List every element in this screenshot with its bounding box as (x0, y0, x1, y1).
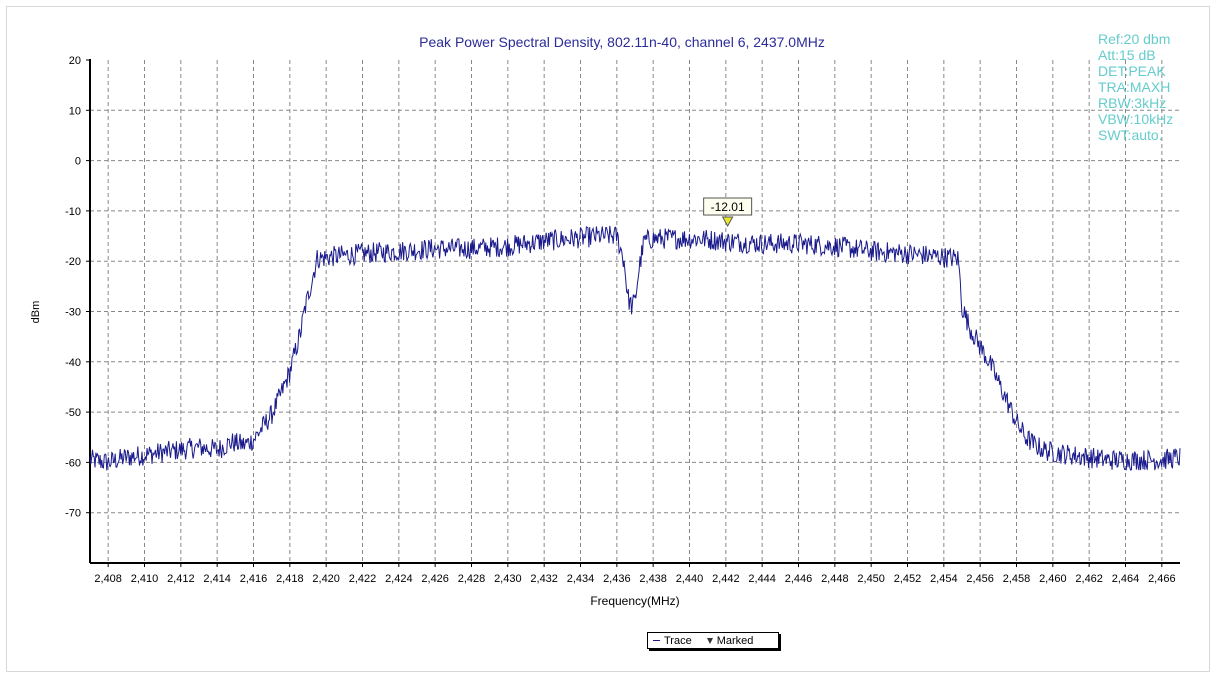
legend-label-trace: Trace (664, 634, 692, 647)
chart-title: Peak Power Spectral Density, 802.11n-40,… (419, 34, 825, 50)
setting-line: RBW:3kHz (1098, 95, 1167, 111)
marker-label: -12.01 (711, 200, 745, 214)
x-tick-label: 2,454 (930, 573, 958, 585)
x-tick-label: 2,434 (567, 573, 595, 585)
marker-label-box (703, 197, 753, 216)
y-tick-label: -60 (65, 457, 81, 469)
x-tick-label: 2,414 (203, 573, 231, 585)
setting-line: Att:15 dB (1098, 47, 1156, 63)
marker: -12.01 (703, 197, 753, 228)
x-tick-label: 2,458 (1003, 573, 1031, 585)
x-axis-label: Frequency(MHz) (590, 594, 679, 608)
setting-line: VBW:10kHz (1098, 111, 1174, 127)
x-tick-label: 2,416 (240, 573, 268, 585)
x-tick-label: 2,462 (1075, 573, 1103, 585)
x-tick-label: 2,464 (1112, 573, 1140, 585)
x-tick-label: 2,408 (94, 573, 122, 585)
setting-line: SWT:auto. (1098, 127, 1163, 143)
series-layer (89, 225, 1181, 471)
y-tick-labels: 20 10 0 -10 -20 -30 -40 -50 -60 -70 (65, 55, 81, 520)
x-tick-label: 2,410 (131, 573, 159, 585)
trace-swatch (653, 640, 660, 641)
x-tick-label: 2,432 (530, 573, 558, 585)
x-tick-label: 2,456 (966, 573, 994, 585)
x-tick-label: 2,422 (349, 573, 377, 585)
x-tick-label: 2,450 (857, 573, 885, 585)
y-tick-label: -50 (65, 407, 81, 419)
x-tick-label: 2,438 (639, 573, 667, 585)
y-tick-label: -30 (65, 307, 81, 319)
marker-triangle (721, 216, 734, 228)
legend-item-trace: Trace (653, 635, 692, 647)
x-tick-label: 2,452 (894, 573, 922, 585)
y-tick-label: 20 (69, 55, 81, 67)
chart-frame (6, 6, 1210, 672)
grid (90, 60, 1180, 563)
y-tick-label: -70 (65, 508, 81, 520)
y-tick-label: -10 (65, 206, 81, 218)
x-tick-label: 2,424 (385, 573, 413, 585)
setting-line: TRA:MAXH (1098, 79, 1171, 95)
y-tick-label: -40 (65, 357, 81, 369)
axes (86, 59, 1180, 567)
x-tick-label: 2,412 (167, 573, 195, 585)
legend-item-marked: Marked (697, 634, 754, 647)
x-tick-label: 2,460 (1039, 573, 1067, 585)
y-tick-label: -20 (65, 256, 81, 268)
x-tick-label: 2,448 (821, 573, 849, 585)
setting-line: DET:PEAK (1098, 63, 1166, 79)
x-tick-label: 2,426 (421, 573, 449, 585)
y-tick-label: 0 (75, 156, 81, 168)
x-tick-labels: 2,408 2,410 2,412 2,414 2,416 2,418 2,420 2,422… (94, 573, 1175, 585)
x-tick-label: 2,428 (458, 573, 486, 585)
legend-label-marked: Marked (716, 634, 754, 647)
x-tick-label: 2,442 (712, 573, 740, 585)
x-tick-label: 2,466 (1148, 573, 1176, 585)
x-tick-label: 2,436 (603, 573, 631, 585)
legend: Trace Marked (647, 632, 779, 649)
x-tick-label: 2,420 (312, 573, 340, 585)
y-axis-label: dBm (30, 301, 42, 324)
series-line-trace (89, 225, 1181, 471)
marker-triangle-icon (706, 637, 713, 644)
instrument-settings: Ref:20 dbm Att:15 dB DET:PEAK TRA:MAXH RBW:3… (1098, 31, 1173, 143)
x-tick-label: 2,444 (748, 573, 776, 585)
x-tick-label: 2,440 (676, 573, 704, 585)
x-tick-label: 2,418 (276, 573, 304, 585)
setting-line: Ref:20 dbm (1098, 31, 1171, 47)
x-tick-label: 2,430 (494, 573, 522, 585)
x-tick-label: 2,446 (785, 573, 813, 585)
y-tick-label: 10 (69, 105, 81, 117)
